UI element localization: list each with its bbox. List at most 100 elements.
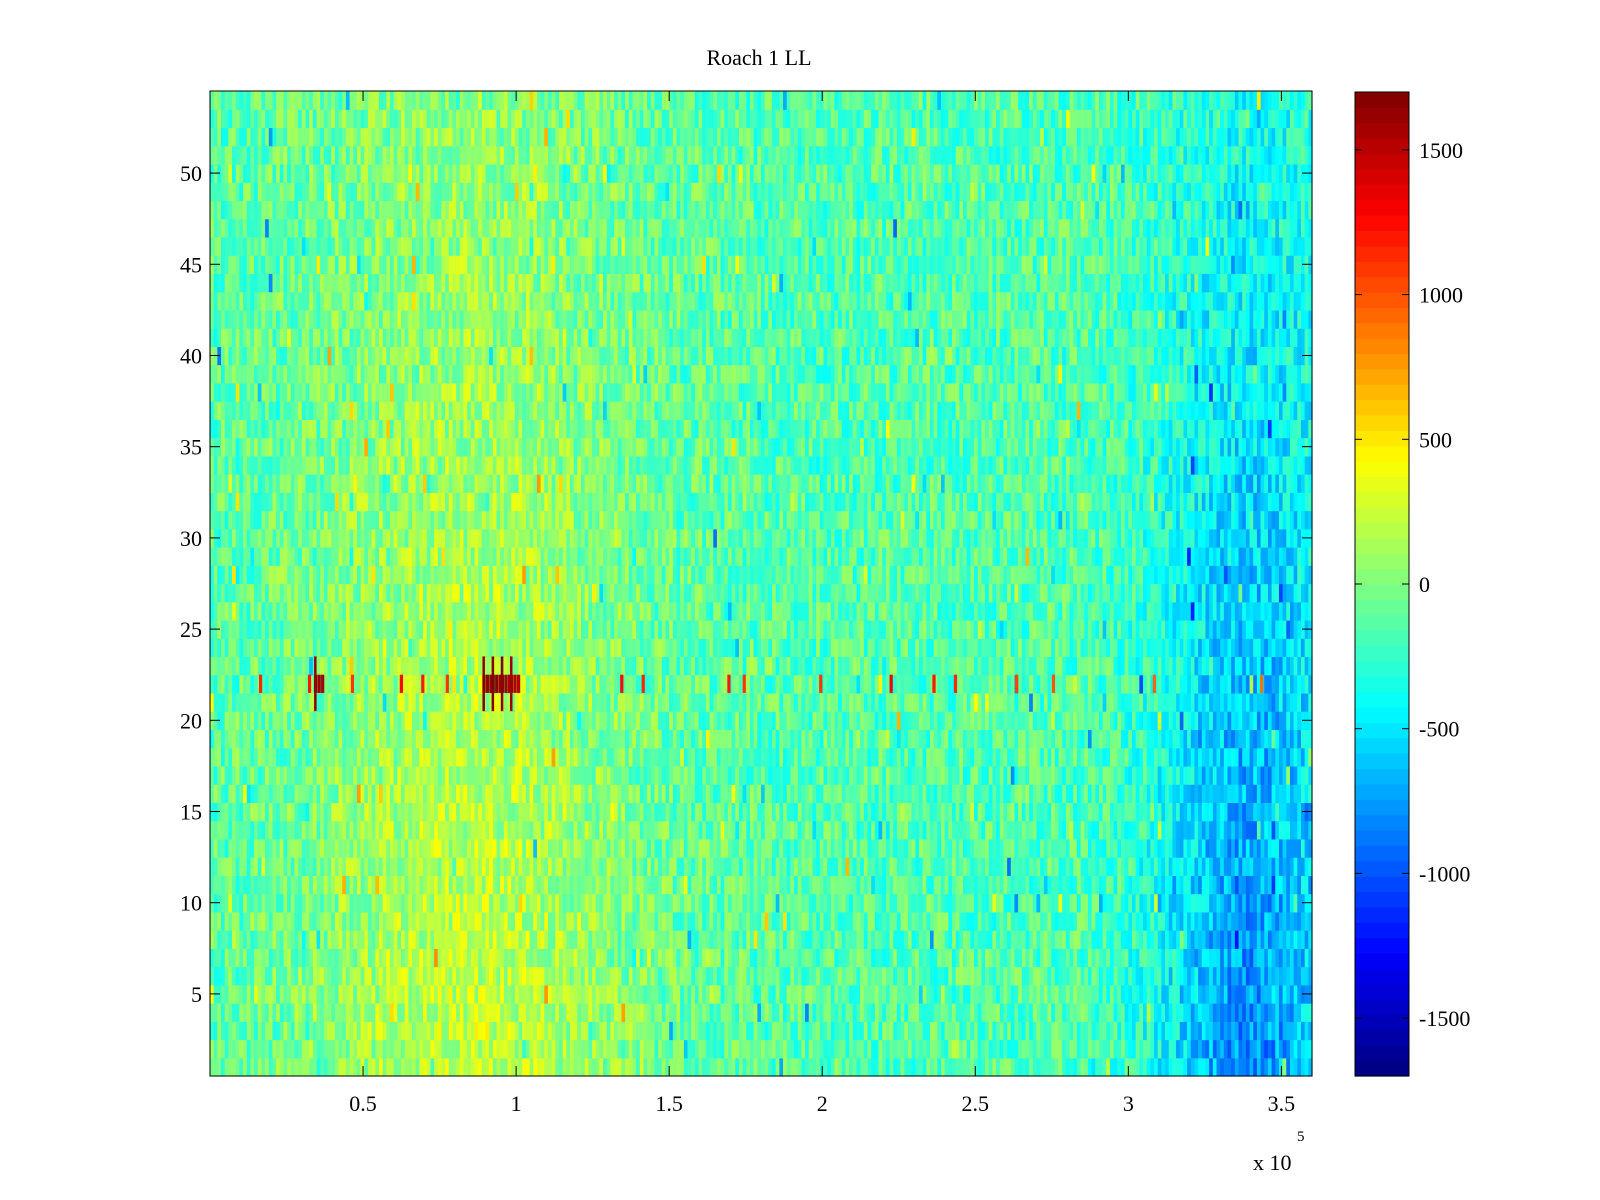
heatmap-cell bbox=[246, 857, 251, 876]
heatmap-cell bbox=[1168, 1039, 1174, 1059]
heatmap-cell bbox=[581, 784, 586, 803]
heatmap-cell bbox=[1304, 1003, 1309, 1022]
heatmap-cell bbox=[1289, 966, 1295, 986]
heatmap-cell bbox=[1308, 930, 1313, 949]
heatmap-cell bbox=[287, 966, 292, 986]
heatmap-cell bbox=[423, 1003, 428, 1022]
heatmap-cell bbox=[1308, 1057, 1313, 1077]
heatmap-cell bbox=[478, 765, 483, 785]
heatmap-cell bbox=[683, 820, 689, 840]
heatmap-cell bbox=[1080, 1003, 1085, 1022]
heatmap-cell bbox=[1154, 948, 1159, 968]
heatmap-cell bbox=[838, 948, 843, 968]
heatmap-cell bbox=[963, 966, 968, 986]
heatmap-cell bbox=[687, 911, 692, 931]
heatmap-cell bbox=[929, 875, 935, 895]
heatmap-cell bbox=[492, 784, 498, 803]
heatmap-cell bbox=[1150, 966, 1155, 986]
heatmap-cell bbox=[496, 1039, 501, 1059]
heatmap-cell bbox=[658, 1039, 663, 1059]
heatmap-cell bbox=[434, 911, 439, 931]
heatmap-cell bbox=[1062, 948, 1067, 968]
heatmap-cell bbox=[1300, 1057, 1306, 1077]
heatmap-cell bbox=[694, 948, 700, 968]
heatmap-cell bbox=[999, 984, 1005, 1004]
heatmap-cell bbox=[1095, 857, 1100, 876]
heatmap-cell bbox=[1058, 1021, 1063, 1041]
heatmap-cell bbox=[393, 930, 398, 949]
heatmap-cell bbox=[463, 1039, 468, 1059]
heatmap-cell bbox=[735, 1057, 740, 1077]
heatmap-cell bbox=[606, 784, 611, 803]
heatmap-cell bbox=[401, 784, 406, 803]
heatmap-cell bbox=[1165, 1021, 1170, 1041]
heatmap-cell bbox=[966, 784, 971, 803]
heatmap-cell bbox=[838, 838, 843, 858]
heatmap-cell bbox=[283, 820, 288, 840]
heatmap-cell bbox=[929, 930, 935, 949]
heatmap-cell bbox=[691, 857, 696, 876]
heatmap-cell bbox=[544, 984, 549, 1004]
heatmap-cell bbox=[1095, 838, 1100, 858]
heatmap-cell bbox=[761, 930, 766, 949]
heatmap-cell bbox=[265, 911, 270, 931]
heatmap-cell bbox=[606, 984, 611, 1004]
heatmap-cell bbox=[221, 875, 226, 895]
heatmap-cell bbox=[397, 1021, 402, 1041]
heatmap-cell bbox=[1146, 984, 1151, 1004]
heatmap-cell bbox=[287, 875, 292, 895]
heatmap-cell bbox=[955, 802, 960, 822]
heatmap-cell bbox=[371, 875, 376, 895]
heatmap-cell bbox=[896, 820, 902, 840]
heatmap-cell bbox=[1289, 820, 1295, 840]
heatmap-cell bbox=[683, 966, 689, 986]
heatmap-cell bbox=[562, 1057, 567, 1077]
heatmap-cell bbox=[423, 966, 428, 986]
heatmap-cell bbox=[709, 1057, 714, 1077]
heatmap-cell bbox=[808, 893, 814, 913]
heatmap-cell bbox=[301, 1039, 307, 1059]
heatmap-cell bbox=[823, 802, 828, 822]
heatmap-cell bbox=[221, 930, 226, 949]
heatmap-cell bbox=[592, 948, 597, 968]
heatmap-cell bbox=[320, 784, 325, 803]
heatmap-cell bbox=[1091, 875, 1096, 895]
heatmap-cell bbox=[786, 984, 791, 1004]
heatmap-cell bbox=[816, 802, 821, 822]
heatmap-cell bbox=[915, 857, 920, 876]
heatmap-cell bbox=[276, 784, 281, 803]
heatmap-cell bbox=[412, 1057, 417, 1077]
heatmap-cell bbox=[808, 930, 814, 949]
heatmap-cell bbox=[1043, 784, 1049, 803]
heatmap-cell bbox=[628, 765, 634, 785]
heatmap-cell bbox=[569, 765, 575, 785]
heatmap-cell bbox=[1087, 1003, 1093, 1022]
heatmap-cell bbox=[819, 984, 825, 1004]
heatmap-cell bbox=[551, 857, 556, 876]
heatmap-cell bbox=[331, 1039, 336, 1059]
heatmap-cell bbox=[305, 1021, 310, 1041]
heatmap-cell bbox=[566, 802, 571, 822]
heatmap-cell bbox=[1047, 875, 1052, 895]
heatmap-cell bbox=[1179, 1003, 1185, 1022]
heatmap-cell bbox=[353, 838, 358, 858]
heatmap-cell bbox=[478, 875, 483, 895]
heatmap-cell bbox=[632, 911, 637, 931]
heatmap-cell bbox=[217, 765, 222, 785]
heatmap-cell bbox=[467, 911, 472, 931]
heatmap-cell bbox=[581, 893, 586, 913]
heatmap-cell bbox=[485, 784, 490, 803]
heatmap-cell bbox=[1220, 802, 1225, 822]
heatmap-cell bbox=[1231, 784, 1236, 803]
heatmap-cell bbox=[1143, 893, 1148, 913]
heatmap-cell bbox=[1032, 984, 1038, 1004]
heatmap-cell bbox=[327, 784, 332, 803]
heatmap-cell bbox=[702, 1039, 707, 1059]
heatmap-cell bbox=[1176, 820, 1181, 840]
heatmap-cell bbox=[1095, 875, 1100, 895]
heatmap-cell bbox=[1073, 857, 1078, 876]
heatmap-cell bbox=[1113, 966, 1118, 986]
heatmap-cell bbox=[1256, 857, 1262, 876]
heatmap-cell bbox=[581, 838, 586, 858]
heatmap-cell bbox=[1289, 838, 1295, 858]
